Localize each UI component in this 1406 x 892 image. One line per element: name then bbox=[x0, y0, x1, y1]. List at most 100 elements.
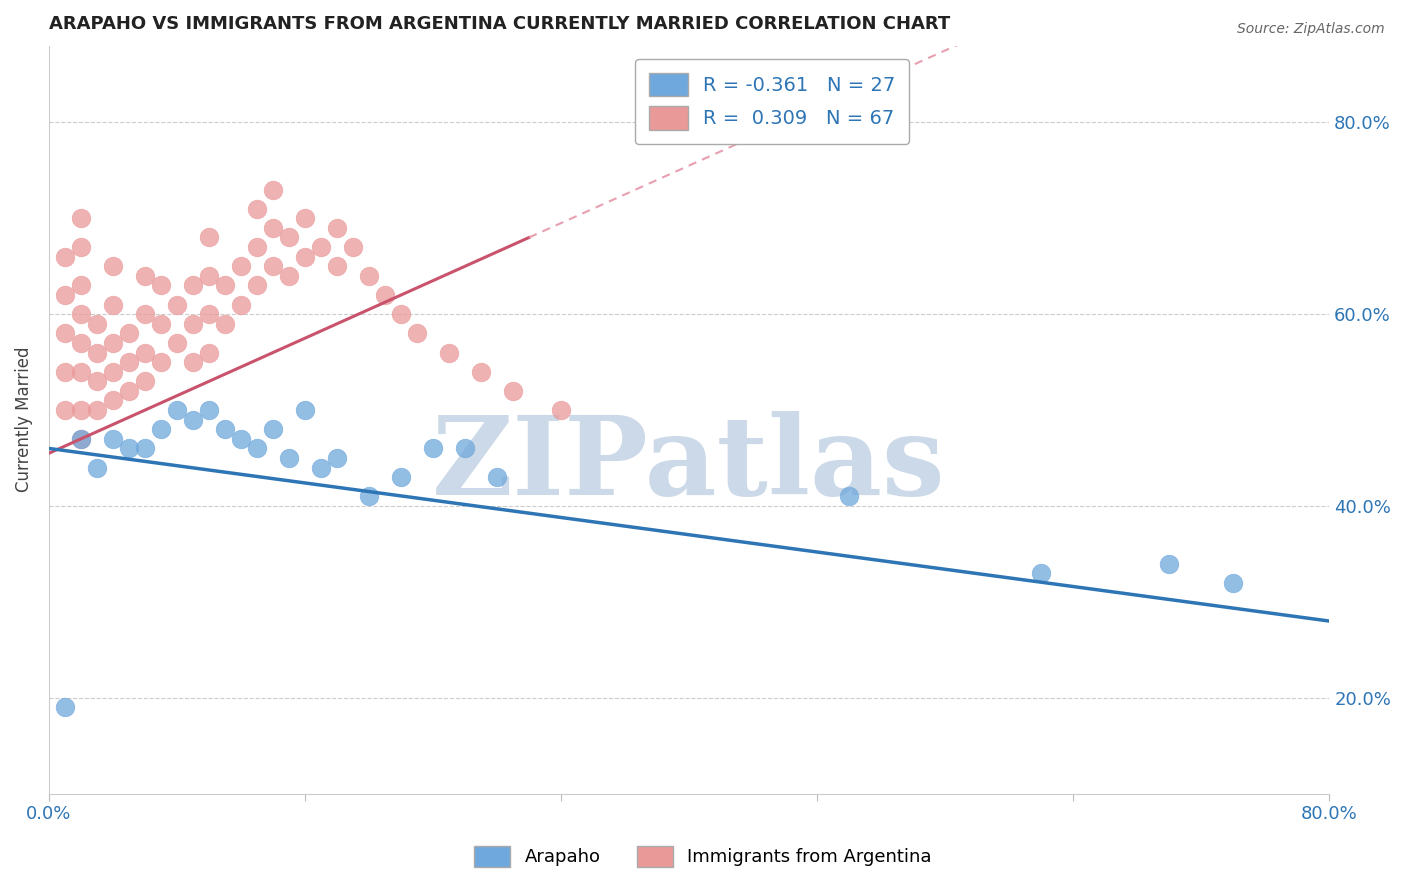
Point bbox=[101, 365, 124, 379]
Point bbox=[309, 240, 332, 254]
Point bbox=[198, 268, 221, 283]
Point bbox=[246, 202, 269, 216]
Point bbox=[53, 326, 76, 341]
Point bbox=[70, 335, 93, 350]
Point bbox=[198, 403, 221, 417]
Point bbox=[309, 460, 332, 475]
Point bbox=[181, 412, 204, 426]
Point bbox=[214, 317, 236, 331]
Point bbox=[454, 442, 477, 456]
Point bbox=[166, 403, 188, 417]
Point bbox=[214, 278, 236, 293]
Point bbox=[134, 374, 156, 388]
Point bbox=[246, 278, 269, 293]
Point bbox=[166, 297, 188, 311]
Point bbox=[437, 345, 460, 359]
Point bbox=[1159, 557, 1181, 571]
Point bbox=[53, 288, 76, 302]
Point bbox=[150, 355, 173, 369]
Point bbox=[294, 403, 316, 417]
Text: Source: ZipAtlas.com: Source: ZipAtlas.com bbox=[1237, 22, 1385, 37]
Point bbox=[53, 250, 76, 264]
Point bbox=[53, 403, 76, 417]
Point bbox=[1031, 566, 1053, 580]
Point bbox=[838, 489, 860, 503]
Point bbox=[486, 470, 509, 484]
Point bbox=[470, 365, 492, 379]
Point bbox=[70, 432, 93, 446]
Point bbox=[101, 335, 124, 350]
Point bbox=[150, 422, 173, 436]
Point bbox=[262, 220, 284, 235]
Point bbox=[181, 278, 204, 293]
Point bbox=[86, 460, 108, 475]
Point bbox=[86, 345, 108, 359]
Point bbox=[422, 442, 444, 456]
Point bbox=[70, 365, 93, 379]
Point bbox=[389, 307, 412, 321]
Point bbox=[134, 345, 156, 359]
Point bbox=[70, 432, 93, 446]
Point bbox=[70, 211, 93, 226]
Point bbox=[118, 442, 141, 456]
Point bbox=[262, 182, 284, 196]
Point bbox=[181, 355, 204, 369]
Point bbox=[357, 268, 380, 283]
Point bbox=[1222, 575, 1244, 590]
Point bbox=[278, 450, 301, 465]
Point bbox=[150, 278, 173, 293]
Point bbox=[86, 317, 108, 331]
Point bbox=[326, 450, 349, 465]
Point bbox=[166, 335, 188, 350]
Point bbox=[118, 326, 141, 341]
Point bbox=[101, 297, 124, 311]
Point bbox=[134, 268, 156, 283]
Point bbox=[134, 442, 156, 456]
Point bbox=[70, 307, 93, 321]
Point bbox=[389, 470, 412, 484]
Point bbox=[101, 259, 124, 273]
Point bbox=[342, 240, 364, 254]
Point bbox=[118, 355, 141, 369]
Point bbox=[86, 403, 108, 417]
Point bbox=[262, 422, 284, 436]
Point bbox=[70, 240, 93, 254]
Point bbox=[550, 403, 572, 417]
Text: ZIPatlas: ZIPatlas bbox=[433, 411, 946, 518]
Point bbox=[134, 307, 156, 321]
Point bbox=[294, 250, 316, 264]
Point bbox=[181, 317, 204, 331]
Point bbox=[246, 442, 269, 456]
Point bbox=[262, 259, 284, 273]
Point bbox=[357, 489, 380, 503]
Point bbox=[70, 278, 93, 293]
Point bbox=[198, 230, 221, 244]
Y-axis label: Currently Married: Currently Married bbox=[15, 347, 32, 492]
Point bbox=[229, 259, 252, 273]
Point bbox=[70, 403, 93, 417]
Legend: R = -0.361   N = 27, R =  0.309   N = 67: R = -0.361 N = 27, R = 0.309 N = 67 bbox=[636, 59, 910, 144]
Point bbox=[86, 374, 108, 388]
Text: ARAPAHO VS IMMIGRANTS FROM ARGENTINA CURRENTLY MARRIED CORRELATION CHART: ARAPAHO VS IMMIGRANTS FROM ARGENTINA CUR… bbox=[49, 15, 950, 33]
Legend: Arapaho, Immigrants from Argentina: Arapaho, Immigrants from Argentina bbox=[467, 838, 939, 874]
Point bbox=[502, 384, 524, 398]
Point bbox=[53, 700, 76, 714]
Point bbox=[294, 211, 316, 226]
Point bbox=[326, 220, 349, 235]
Point bbox=[53, 365, 76, 379]
Point bbox=[246, 240, 269, 254]
Point bbox=[229, 432, 252, 446]
Point bbox=[326, 259, 349, 273]
Point bbox=[406, 326, 429, 341]
Point bbox=[198, 345, 221, 359]
Point bbox=[278, 268, 301, 283]
Point bbox=[101, 432, 124, 446]
Point bbox=[278, 230, 301, 244]
Point bbox=[150, 317, 173, 331]
Point bbox=[118, 384, 141, 398]
Point bbox=[214, 422, 236, 436]
Point bbox=[229, 297, 252, 311]
Point bbox=[101, 393, 124, 408]
Point bbox=[198, 307, 221, 321]
Point bbox=[374, 288, 396, 302]
